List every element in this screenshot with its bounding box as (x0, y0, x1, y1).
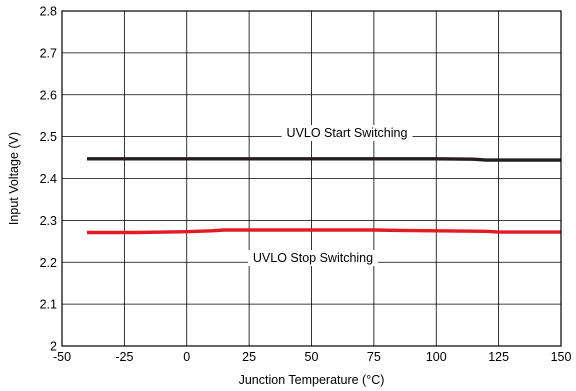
series-line-uvlo-start-switching (87, 157, 561, 162)
y-tick-label: 2.8 (40, 5, 57, 19)
x-tick-label: 150 (551, 350, 572, 364)
y-tick-label: 2.2 (40, 256, 57, 270)
series-layer (87, 157, 561, 235)
plot-frame (61, 10, 562, 347)
y-axis-title: Input Voltage (V) (7, 132, 21, 225)
y-tick-label: 2.3 (40, 214, 57, 228)
x-tick-label: -50 (53, 350, 71, 364)
annotation-uvlo-stop-switching: UVLO Stop Switching (253, 251, 373, 265)
series-line-uvlo-stop-switching (87, 228, 561, 235)
y-tick-label: 2.5 (40, 130, 57, 144)
annotations-layer: UVLO Start Switching UVLO Stop Switching (247, 125, 413, 266)
x-axis-ticks: -50 -25 0 25 50 75 100 125 150 (53, 350, 572, 364)
y-axis-ticks: 2 2.1 2.2 2.3 2.4 2.5 2.6 2.7 2.8 (40, 5, 57, 354)
annotation-uvlo-start-switching-bg (281, 125, 413, 141)
x-tick-label: 100 (426, 350, 447, 364)
y-tick-label: 2.1 (40, 298, 57, 312)
y-tick-label: 2.6 (40, 88, 57, 102)
grid (61, 10, 562, 347)
x-tick-label: -25 (115, 350, 133, 364)
x-tick-label: 50 (305, 350, 319, 364)
x-axis-title: Junction Temperature (°C) (239, 373, 385, 387)
x-tick-label: 0 (183, 350, 190, 364)
annotation-uvlo-start-switching: UVLO Start Switching (287, 126, 408, 140)
x-tick-label: 125 (488, 350, 509, 364)
annotation-uvlo-stop-switching-bg (247, 250, 379, 266)
y-tick-label: 2.7 (40, 46, 57, 60)
x-tick-label: 25 (242, 350, 256, 364)
x-tick-label: 75 (367, 350, 381, 364)
y-tick-label: 2.4 (40, 172, 57, 186)
y-tick-label: 2 (50, 340, 57, 354)
